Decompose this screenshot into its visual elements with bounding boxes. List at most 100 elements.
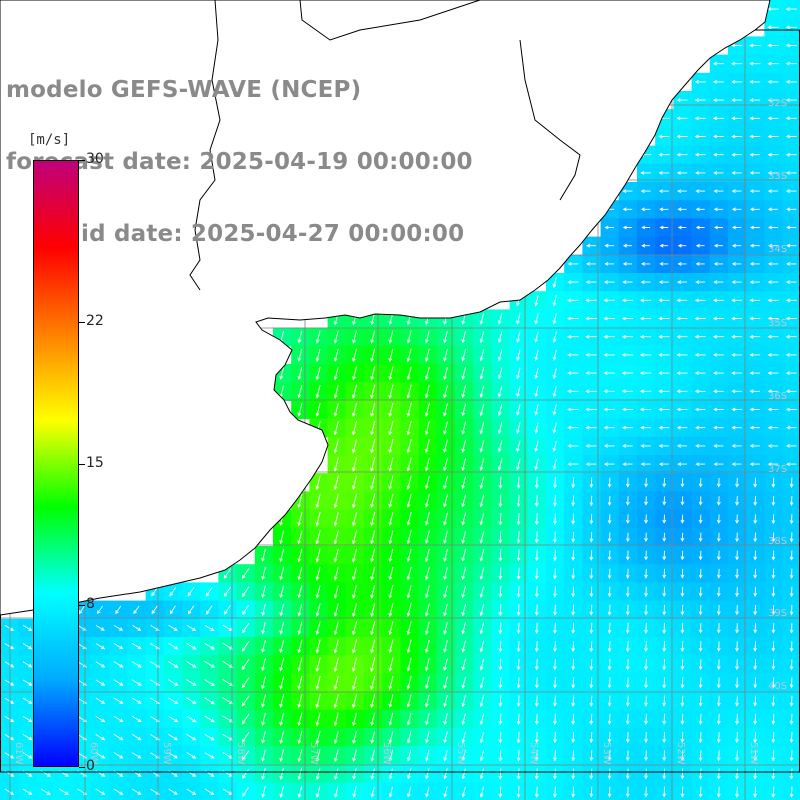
wind-arrow	[785, 134, 797, 139]
wind-arrow	[680, 514, 685, 524]
wind-arrow	[534, 404, 539, 416]
wind-arrow	[516, 385, 521, 398]
wind-arrow	[716, 586, 721, 597]
wind-arrow	[607, 586, 612, 598]
wind-arrow	[297, 511, 303, 527]
wind-arrow	[731, 462, 742, 466]
wind-arrow	[279, 694, 285, 708]
wind-arrow	[534, 476, 539, 489]
wind-arrow	[279, 767, 284, 780]
wind-arrow	[461, 749, 466, 762]
wind-arrow	[621, 389, 634, 394]
wind-arrow	[789, 586, 794, 598]
wind-arrow	[461, 658, 466, 671]
wind-arrow	[749, 444, 760, 448]
wind-arrow	[767, 316, 779, 321]
wind-arrow	[424, 530, 430, 544]
wind-arrow	[753, 659, 758, 671]
wind-arrow	[676, 334, 688, 339]
wind-arrow	[297, 548, 303, 563]
wind-arrow	[333, 730, 339, 745]
wind-arrow	[695, 171, 706, 175]
wind-arrow	[662, 713, 667, 725]
wind-arrow	[713, 225, 723, 230]
wind-arrow	[771, 550, 776, 561]
wind-arrow	[443, 585, 448, 599]
wind-arrow	[516, 786, 521, 798]
wind-arrow	[279, 676, 285, 690]
wind-arrow	[4, 715, 15, 723]
wind-arrow	[694, 316, 706, 321]
wind-arrow	[425, 731, 430, 744]
wind-arrow	[786, 207, 797, 212]
wind-arrow	[749, 243, 760, 248]
wind-arrow	[498, 658, 503, 671]
wind-arrow	[680, 768, 685, 780]
wind-arrow	[516, 440, 521, 453]
wind-arrow	[698, 623, 703, 634]
wind-arrow	[639, 389, 652, 394]
wind-arrow	[713, 262, 724, 266]
wind-arrow	[571, 640, 576, 653]
wind-arrow	[352, 712, 357, 727]
wind-arrow	[461, 786, 466, 798]
wind-arrow	[388, 621, 394, 636]
wind-arrow	[461, 457, 467, 472]
wind-arrow	[789, 731, 794, 744]
wind-arrow	[261, 658, 266, 672]
wind-arrow	[785, 280, 797, 284]
wind-arrow	[571, 713, 576, 725]
wind-arrow	[749, 98, 761, 102]
wind-arrow	[315, 475, 321, 490]
wind-arrow	[603, 371, 615, 375]
wind-arrow	[676, 407, 688, 412]
wind-arrow	[625, 768, 630, 780]
wind-arrow	[388, 749, 394, 762]
wind-arrow	[516, 749, 521, 762]
wind-arrow	[388, 694, 394, 708]
wind-arrow	[640, 334, 652, 339]
wind-arrow	[516, 494, 521, 508]
wind-arrow	[479, 695, 485, 707]
wind-arrow	[333, 566, 339, 581]
wind-arrow	[333, 475, 339, 491]
latitude-label: 37S	[768, 464, 787, 475]
wind-arrow	[370, 493, 376, 508]
wind-arrow	[351, 457, 358, 472]
wind-arrow	[552, 531, 557, 544]
wind-arrow	[621, 353, 634, 357]
wind-arrow	[785, 152, 797, 157]
wind-arrow	[352, 566, 357, 581]
wind-arrow	[607, 550, 612, 561]
wind-arrow	[603, 280, 615, 284]
wind-arrow	[370, 457, 376, 472]
wind-arrow	[479, 658, 485, 671]
wind-arrow	[589, 568, 594, 580]
speed-cell	[18, 782, 37, 800]
wind-arrow	[585, 353, 597, 357]
wind-arrow	[552, 404, 557, 416]
wind-arrow	[680, 641, 685, 653]
wind-arrow	[585, 298, 597, 303]
wind-arrow	[713, 444, 724, 448]
longitude-label: 52W	[675, 742, 686, 765]
wind-arrow	[749, 207, 760, 212]
wind-arrow	[607, 677, 612, 689]
wind-arrow	[425, 749, 430, 762]
wind-arrow	[333, 348, 339, 362]
wind-arrow	[479, 786, 485, 798]
wind-arrow	[603, 298, 615, 303]
wind-arrow	[352, 767, 357, 780]
wind-arrow	[552, 349, 557, 361]
wind-arrow	[443, 658, 448, 671]
wind-arrow	[351, 420, 358, 436]
wind-arrow	[644, 732, 648, 744]
wind-arrow	[694, 116, 706, 121]
wind-arrow	[785, 116, 797, 121]
wind-arrow	[224, 605, 231, 615]
wind-arrow	[625, 659, 630, 671]
wind-arrow	[406, 420, 412, 436]
wind-arrow	[712, 98, 724, 102]
latitude-label: 36S	[768, 391, 787, 402]
wind-arrow	[370, 621, 376, 636]
